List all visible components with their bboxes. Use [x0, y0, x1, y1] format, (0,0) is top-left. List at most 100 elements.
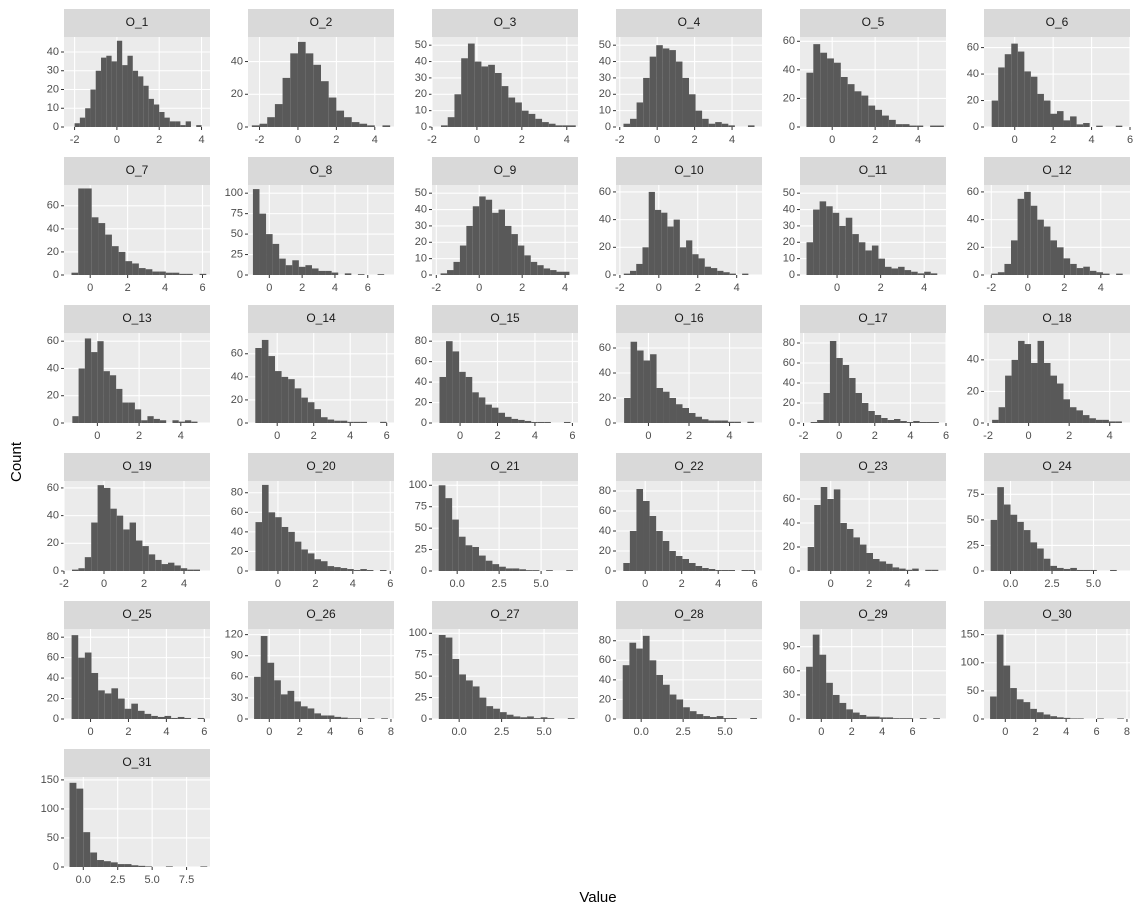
bar: [472, 392, 479, 423]
bar: [467, 43, 475, 127]
y-axis-title: Count: [8, 441, 25, 482]
y-tick-label: 40: [967, 68, 979, 80]
bar: [97, 485, 104, 571]
bar: [527, 716, 534, 719]
x-tick-label: 0: [87, 726, 93, 738]
x-tick-label: 6: [1093, 726, 1099, 738]
bar: [357, 274, 365, 275]
bar: [692, 254, 699, 275]
panel-title: O_7: [126, 163, 149, 177]
x-tick-label: 0: [457, 430, 463, 442]
y-tick-label: 40: [599, 674, 611, 686]
y-tick-label: 50: [967, 514, 979, 526]
bar: [285, 265, 293, 275]
x-tick-label: 4: [162, 282, 168, 294]
bar: [172, 420, 179, 423]
bar: [689, 711, 697, 719]
bar: [515, 102, 522, 127]
bar: [118, 251, 126, 275]
x-tick-label: 4: [198, 134, 204, 146]
x-tick-label: 2: [125, 282, 131, 294]
bar: [624, 398, 631, 423]
bar: [717, 270, 724, 275]
bar: [305, 265, 312, 275]
x-tick-label: 0: [642, 578, 648, 590]
bar: [151, 715, 158, 719]
bar: [721, 420, 728, 423]
y-tick-label: 40: [783, 517, 795, 529]
bar: [445, 498, 453, 571]
bar: [708, 420, 715, 423]
bar: [1057, 567, 1064, 571]
x-tick-label: 2: [141, 578, 147, 590]
bar: [71, 272, 79, 275]
y-tick-label: 0: [789, 269, 795, 281]
y-tick-label: 100: [41, 803, 59, 815]
x-tick-label: 0: [275, 578, 281, 590]
bar: [1096, 125, 1103, 127]
bar: [546, 570, 553, 571]
bar: [1043, 558, 1051, 571]
bar: [669, 694, 677, 719]
bar: [836, 358, 843, 423]
bar: [682, 408, 689, 423]
x-tick-label: 4: [726, 430, 732, 442]
bar: [636, 102, 644, 127]
panel-title: O_1: [126, 15, 149, 29]
bar: [351, 122, 360, 127]
x-tick-label: 5.0: [145, 874, 160, 886]
bar: [636, 648, 643, 719]
bar: [630, 270, 637, 275]
bar: [178, 421, 185, 423]
bar: [486, 706, 494, 719]
bar: [900, 421, 907, 423]
bar: [936, 125, 944, 127]
y-tick-label: 20: [599, 693, 611, 705]
bar: [730, 718, 737, 719]
bar: [327, 419, 335, 423]
bar: [129, 522, 136, 571]
bar: [379, 570, 387, 571]
bar: [438, 635, 446, 719]
bar: [723, 718, 731, 719]
strip: [432, 9, 578, 37]
y-tick-label: 20: [231, 394, 243, 406]
y-tick-label: 30: [599, 72, 611, 84]
x-tick-label: 4: [532, 430, 538, 442]
bar: [186, 273, 193, 275]
bar: [131, 703, 138, 719]
bar: [474, 61, 482, 127]
bar: [913, 421, 920, 423]
y-tick-label: 0: [973, 713, 979, 725]
bar: [629, 531, 637, 571]
panel-title: O_10: [674, 163, 704, 177]
bar: [861, 403, 869, 423]
y-tick-label: 0: [53, 861, 59, 873]
bar: [1115, 421, 1122, 423]
x-tick-label: 6: [943, 430, 949, 442]
bar: [445, 637, 453, 719]
bar: [132, 263, 139, 275]
bar: [899, 568, 906, 571]
y-tick-label: 0: [237, 121, 243, 133]
bar: [703, 716, 710, 719]
bar: [1003, 665, 1011, 719]
y-tick-label: 100: [409, 479, 427, 491]
bar: [143, 85, 149, 127]
bar: [702, 568, 709, 571]
bar: [686, 240, 693, 275]
bar: [820, 52, 828, 127]
x-tick-label: 4: [905, 578, 911, 590]
bar: [643, 501, 650, 571]
x-tick-label: 6: [201, 726, 207, 738]
bar: [184, 420, 192, 423]
y-tick-label: 0: [973, 269, 979, 281]
bar: [849, 378, 856, 423]
bar: [695, 416, 702, 423]
bar: [661, 212, 668, 275]
x-tick-label: 2: [866, 578, 872, 590]
bar: [884, 266, 892, 275]
panel-title: O_5: [862, 15, 885, 29]
bar: [542, 122, 549, 127]
bar: [827, 499, 834, 571]
